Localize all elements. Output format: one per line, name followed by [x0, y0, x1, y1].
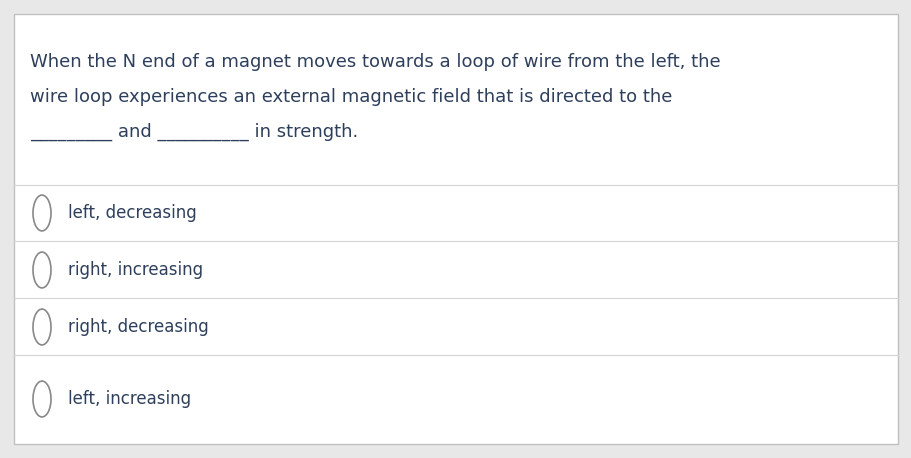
Text: right, increasing: right, increasing: [68, 261, 203, 279]
FancyBboxPatch shape: [14, 14, 897, 444]
Text: _________ and __________ in strength.: _________ and __________ in strength.: [30, 123, 358, 141]
Text: right, decreasing: right, decreasing: [68, 318, 209, 336]
Text: left, increasing: left, increasing: [68, 390, 191, 408]
Text: When the N end of a magnet moves towards a loop of wire from the left, the: When the N end of a magnet moves towards…: [30, 53, 720, 71]
Text: wire loop experiences an external magnetic field that is directed to the: wire loop experiences an external magnet…: [30, 88, 671, 106]
Text: left, decreasing: left, decreasing: [68, 204, 197, 222]
